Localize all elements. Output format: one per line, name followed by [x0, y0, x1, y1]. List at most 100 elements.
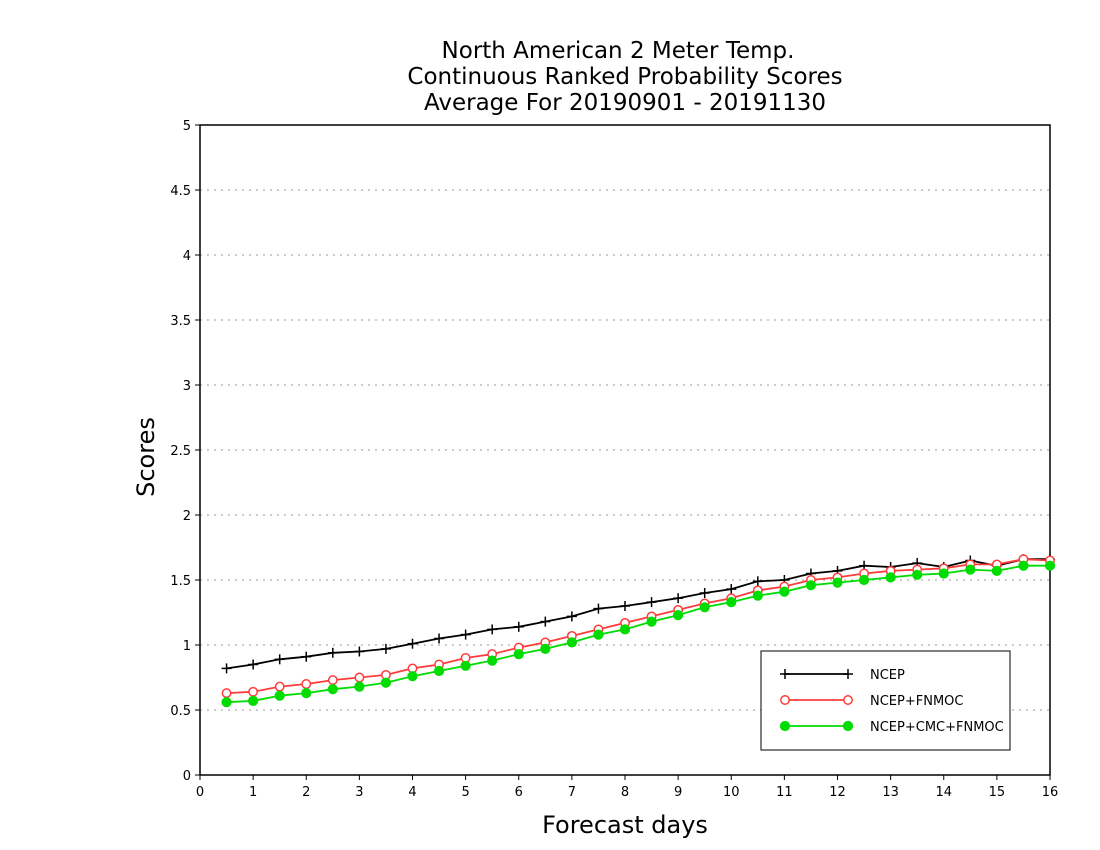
point-marker-filled-circle	[858, 574, 870, 586]
x-tick-label: 15	[989, 785, 1006, 800]
y-tick-label: 1.5	[170, 574, 191, 589]
series-ncep-cmc-fnmoc	[221, 560, 1056, 708]
point-marker-plus	[301, 651, 312, 662]
point-marker-filled-circle	[699, 602, 710, 613]
point-marker-filled-circle	[885, 572, 896, 583]
point-marker-filled-circle	[433, 665, 445, 677]
point-marker-plus	[646, 597, 657, 608]
point-marker-filled-circle	[354, 681, 365, 692]
point-marker-filled-circle	[726, 597, 737, 608]
point-marker-filled-circle	[646, 616, 657, 627]
point-marker-filled-circle	[407, 671, 418, 682]
point-marker-filled-circle	[912, 569, 923, 580]
point-marker-filled-circle	[673, 610, 684, 621]
point-marker-plus	[460, 629, 471, 640]
point-marker-filled-circle	[619, 624, 631, 635]
axis-ticks: 00.511.522.533.544.550 1 2 3 4 5 6 7 8 9 10 11 12 13 1…	[170, 119, 1058, 800]
point-marker-open-circle	[354, 672, 365, 683]
point-marker-filled-circle	[842, 720, 854, 732]
point-marker-filled-circle	[513, 649, 524, 660]
x-tick-label: 3	[355, 785, 363, 800]
point-marker-open-circle	[274, 681, 285, 692]
title-line-3: Average For 20190901 - 20191130	[424, 90, 826, 116]
x-tick-label: 13	[882, 785, 899, 800]
point-marker-plus	[434, 633, 445, 644]
x-tick-label: 12	[829, 785, 846, 800]
legend: NCEP NCEP+FNMOC NCEP+CMC+FNMOC	[760, 650, 1011, 751]
point-marker-open-circle	[221, 688, 232, 699]
grid-lines	[200, 189, 1050, 711]
point-marker-plus	[327, 647, 338, 658]
y-tick-label: 3.5	[170, 314, 191, 329]
title-line-2: Continuous Ranked Probability Scores	[407, 64, 842, 90]
point-marker-plus	[699, 588, 710, 598]
point-marker-plus	[248, 659, 259, 670]
x-tick-label: 16	[1042, 785, 1059, 800]
point-marker-plus	[780, 669, 790, 679]
point-marker-filled-circle	[938, 568, 949, 579]
point-marker-filled-circle	[274, 690, 285, 701]
title-line-1: North American 2 Meter Temp.	[442, 38, 795, 64]
legend-item: NCEP	[780, 668, 905, 683]
point-marker-filled-circle	[248, 695, 259, 707]
y-tick-label: 2	[183, 509, 191, 524]
point-marker-plus	[274, 654, 285, 665]
point-marker-filled-circle	[460, 660, 471, 671]
x-tick-label: 8	[621, 785, 629, 800]
point-marker-filled-circle	[327, 684, 338, 695]
point-marker-filled-circle	[1018, 560, 1029, 571]
y-tick-label: 1	[183, 639, 191, 654]
point-marker-open-circle	[301, 679, 312, 689]
point-marker-plus	[513, 621, 524, 632]
x-tick-label: 7	[568, 785, 576, 800]
point-marker-open-circle	[780, 695, 790, 705]
chart-title: North American 2 Meter Temp. Continuous …	[407, 38, 842, 116]
point-marker-open-circle	[248, 686, 259, 697]
point-marker-filled-circle	[991, 565, 1002, 577]
point-marker-filled-circle	[805, 580, 817, 591]
x-tick-label: 4	[408, 785, 416, 800]
point-marker-open-circle	[327, 675, 338, 686]
x-tick-label: 10	[723, 785, 740, 800]
point-marker-plus	[380, 643, 391, 654]
point-marker-filled-circle	[832, 577, 843, 588]
point-marker-plus	[221, 663, 232, 674]
x-axis-title: Forecast days	[542, 811, 708, 839]
point-marker-plus	[726, 584, 737, 595]
point-marker-filled-circle	[965, 564, 976, 575]
x-tick-label: 2	[302, 785, 310, 800]
x-tick-label: 9	[674, 785, 682, 800]
point-marker-filled-circle	[752, 590, 763, 601]
point-marker-plus	[752, 576, 763, 587]
y-tick-label: 3	[183, 379, 191, 394]
point-marker-plus	[407, 638, 418, 649]
x-tick-label: 0	[196, 785, 204, 800]
point-marker-filled-circle	[593, 629, 604, 640]
point-marker-filled-circle	[779, 586, 790, 597]
x-tick-label: 5	[461, 785, 469, 800]
x-tick-label: 14	[935, 785, 952, 800]
x-tick-label: 1	[249, 785, 257, 800]
y-tick-label: 4	[183, 249, 191, 264]
point-marker-plus	[620, 601, 630, 611]
legend-item: NCEP+FNMOC	[780, 694, 963, 709]
point-marker-filled-circle	[487, 655, 498, 666]
y-tick-label: 4.5	[170, 184, 191, 199]
legend-label: NCEP+FNMOC	[870, 694, 963, 709]
point-marker-filled-circle	[221, 697, 232, 708]
point-marker-filled-circle	[540, 643, 551, 655]
x-tick-label: 11	[776, 785, 793, 800]
y-tick-label: 0.5	[170, 704, 191, 719]
point-marker-filled-circle	[380, 677, 392, 688]
point-marker-plus	[354, 646, 365, 657]
point-marker-plus	[673, 593, 684, 604]
point-marker-plus	[843, 669, 853, 679]
legend-label: NCEP+CMC+FNMOC	[870, 720, 1004, 735]
point-marker-filled-circle	[1044, 560, 1056, 571]
y-axis-title: Scores	[132, 417, 160, 497]
point-marker-plus	[566, 611, 577, 622]
y-tick-label: 5	[183, 119, 191, 134]
point-marker-open-circle	[843, 695, 853, 705]
legend-label: NCEP	[870, 668, 905, 683]
